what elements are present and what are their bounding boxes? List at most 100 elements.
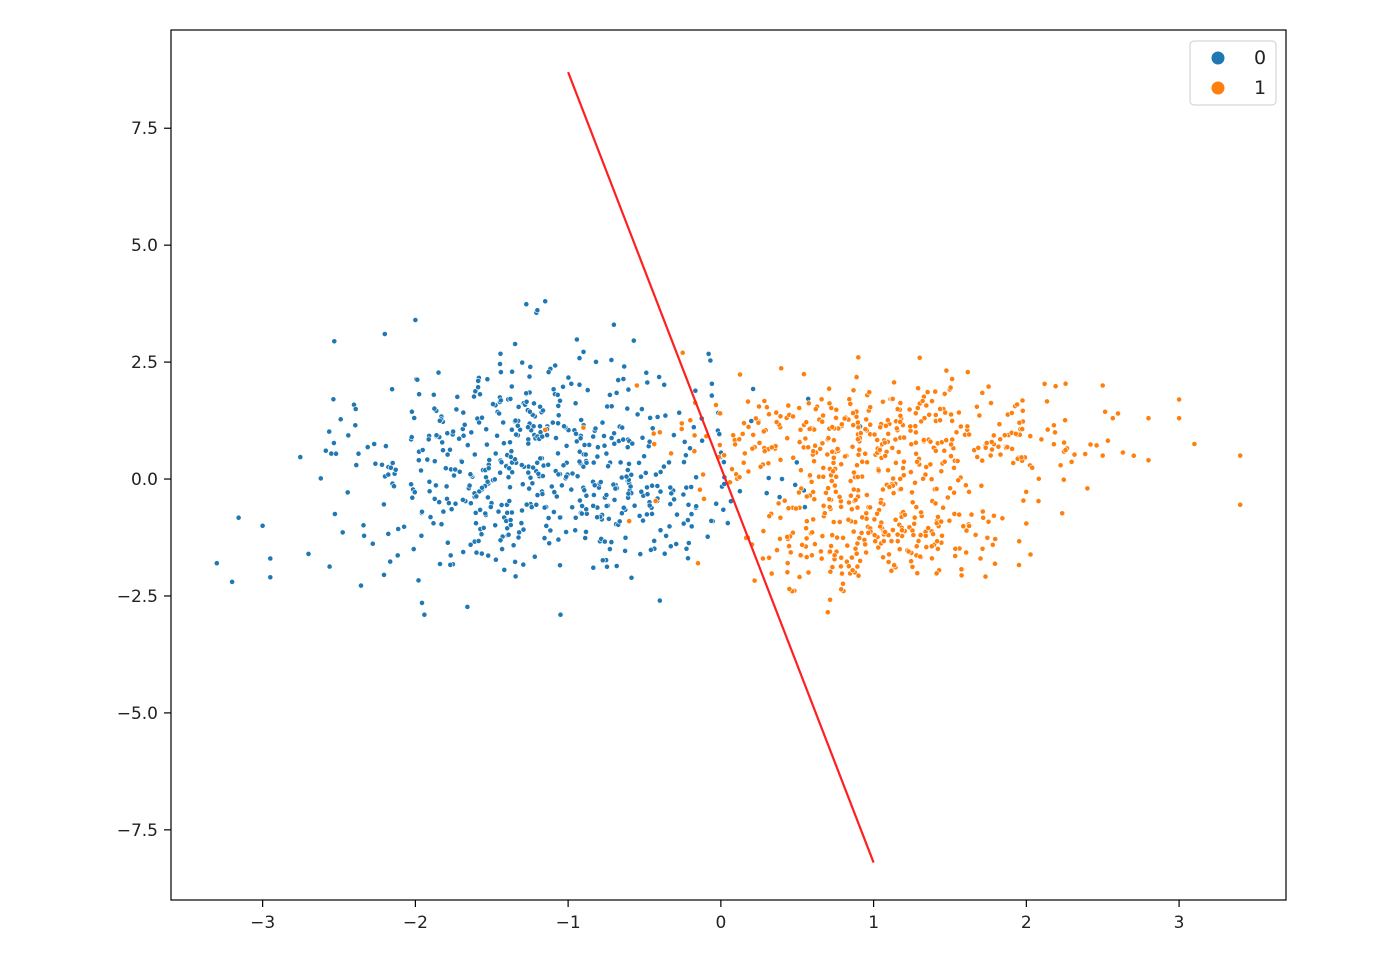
point-series-0 <box>690 424 697 431</box>
point-series-1 <box>844 542 851 549</box>
point-series-1 <box>775 500 782 507</box>
point-series-0 <box>498 459 505 466</box>
point-series-1 <box>1019 407 1026 414</box>
point-series-1 <box>874 510 880 517</box>
point-series-0 <box>497 361 503 367</box>
point-series-1 <box>855 354 862 361</box>
point-series-1 <box>857 558 863 564</box>
point-series-0 <box>693 503 700 510</box>
point-series-0 <box>520 561 527 568</box>
point-series-0 <box>456 435 462 442</box>
point-series-0 <box>497 537 504 544</box>
point-series-0 <box>539 433 546 440</box>
point-series-0 <box>668 490 675 497</box>
point-series-0 <box>765 475 772 481</box>
point-series-1 <box>929 398 935 404</box>
point-series-1 <box>894 538 901 545</box>
point-series-1 <box>845 563 852 570</box>
point-series-0 <box>534 459 541 466</box>
point-series-0 <box>640 517 646 524</box>
point-series-0 <box>648 547 654 553</box>
point-series-1 <box>889 444 896 451</box>
point-series-0 <box>492 450 499 457</box>
point-series-1 <box>797 426 804 433</box>
point-series-1 <box>1019 397 1026 404</box>
point-series-1 <box>773 409 780 416</box>
point-series-1 <box>737 371 743 378</box>
point-series-1 <box>1014 401 1020 408</box>
point-series-0 <box>339 529 346 536</box>
point-series-1 <box>796 574 803 580</box>
point-series-1 <box>952 545 959 552</box>
point-series-1 <box>668 450 674 457</box>
point-series-0 <box>792 481 799 488</box>
point-series-1 <box>846 396 853 403</box>
point-series-1 <box>786 586 793 592</box>
point-series-1 <box>875 467 882 474</box>
point-series-1 <box>864 492 870 498</box>
point-series-0 <box>620 436 627 443</box>
point-series-1 <box>856 446 863 453</box>
point-series-0 <box>514 422 521 429</box>
point-series-1 <box>898 486 904 492</box>
point-series-1 <box>1084 485 1091 492</box>
point-series-1 <box>848 492 854 499</box>
point-series-1 <box>831 437 837 444</box>
point-series-1 <box>829 448 836 455</box>
point-series-0 <box>459 496 466 503</box>
point-series-0 <box>504 525 511 532</box>
point-series-0 <box>364 444 371 450</box>
point-series-0 <box>625 386 632 393</box>
point-series-0 <box>330 440 337 446</box>
point-series-1 <box>1115 410 1121 417</box>
point-series-0 <box>616 518 623 525</box>
point-series-1 <box>784 569 791 576</box>
point-series-1 <box>999 515 1006 522</box>
point-series-1 <box>963 482 969 489</box>
point-series-0 <box>442 465 449 472</box>
point-series-0 <box>424 456 431 463</box>
point-series-1 <box>927 438 934 445</box>
point-series-0 <box>577 497 583 504</box>
point-series-0 <box>533 501 540 508</box>
point-series-1 <box>678 420 685 427</box>
point-series-0 <box>394 552 401 559</box>
point-series-0 <box>523 398 530 405</box>
point-series-1 <box>836 493 843 500</box>
point-series-1 <box>820 412 826 419</box>
point-series-1 <box>736 436 743 443</box>
point-series-0 <box>605 463 611 470</box>
point-series-0 <box>401 523 407 530</box>
point-series-0 <box>555 450 561 457</box>
point-series-0 <box>607 391 613 398</box>
point-series-0 <box>628 574 635 581</box>
point-series-1 <box>818 555 825 562</box>
point-series-1 <box>989 541 996 548</box>
point-series-0 <box>454 393 461 400</box>
point-series-1 <box>1059 510 1066 517</box>
point-series-0 <box>642 469 649 476</box>
point-series-0 <box>492 522 499 529</box>
point-series-0 <box>507 439 513 446</box>
point-series-1 <box>889 395 896 402</box>
point-series-1 <box>894 406 901 412</box>
point-series-1 <box>785 505 792 512</box>
point-series-1 <box>888 538 895 544</box>
point-series-0 <box>594 514 600 521</box>
point-series-0 <box>439 439 446 446</box>
point-series-0 <box>594 453 601 460</box>
point-series-0 <box>444 451 451 458</box>
point-series-1 <box>1027 551 1034 558</box>
point-series-0 <box>576 381 583 388</box>
point-series-1 <box>826 504 833 510</box>
point-series-0 <box>680 520 687 527</box>
point-series-0 <box>583 529 589 535</box>
point-series-1 <box>990 432 997 439</box>
point-series-1 <box>880 486 886 493</box>
point-series-1 <box>854 474 861 480</box>
point-series-0 <box>539 491 546 497</box>
point-series-1 <box>833 414 839 421</box>
point-series-0 <box>601 433 607 439</box>
point-series-0 <box>352 422 359 429</box>
point-series-1 <box>913 439 919 446</box>
